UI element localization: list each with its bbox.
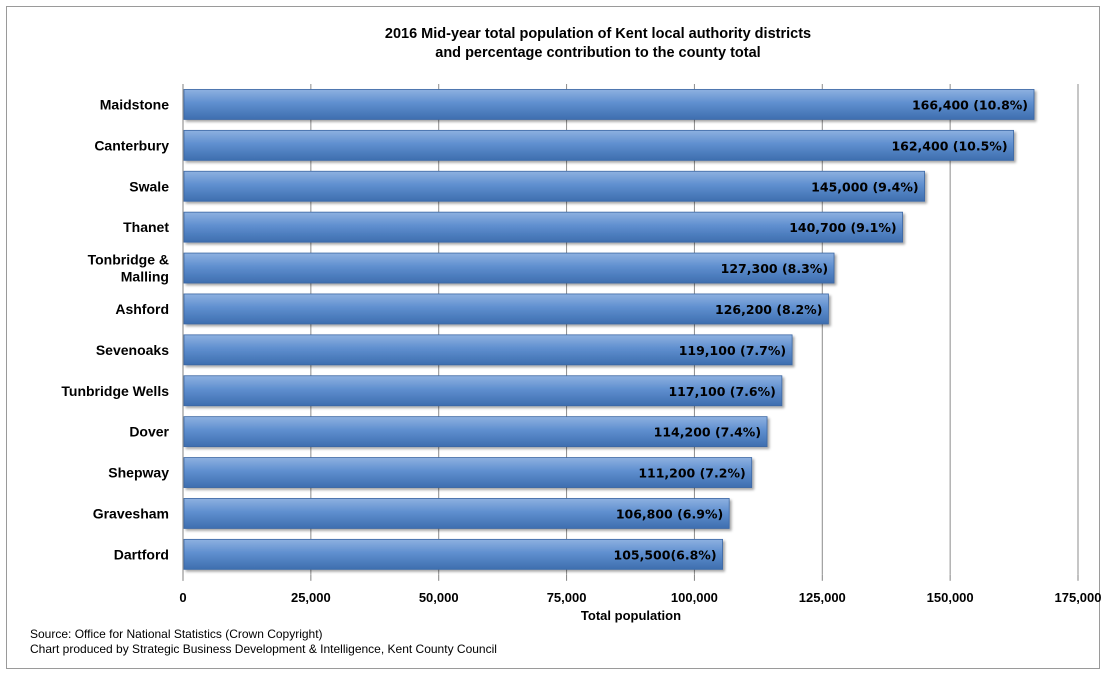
category-label: Dartford [114,546,169,562]
data-label: 105,500(6.8%) [614,547,717,562]
bar-thanet [183,211,903,243]
bar-gravesham [183,498,730,529]
bar-ashford [183,293,829,325]
category-label: Gravesham [93,505,169,521]
category-label: Ashford [115,301,169,317]
chart-title-line-1: 2016 Mid-year total population of Kent l… [385,26,811,42]
data-label: 119,100 (7.7%) [679,343,786,358]
data-label: 162,400 (10.5%) [891,138,1007,153]
chart-title-line-2: and percentage contribution to the count… [435,45,760,61]
data-label: 111,200 (7.2%) [638,466,745,481]
x-tick-label: 0 [179,590,186,605]
category-labels: Maidstone Canterbury Swale Thanet Tonbridge … [61,96,169,562]
bar-shepway [183,457,753,488]
x-tick-label: 175,000 [1055,590,1102,605]
bar-canterbury [183,129,1014,161]
x-tick-label: 150,000 [927,590,974,605]
x-axis-ticks: 0 25,000 50,000 75,000 100,000 125,000 150,000… [179,574,1102,605]
bar-dover [183,416,768,448]
category-label: Tonbridge & Malling [88,252,169,285]
x-tick-label: 75,000 [547,590,587,605]
data-label: 145,000 (9.4%) [811,179,918,194]
bar-dartford [183,538,723,570]
source-note: Source: Office for National Statistics (… [30,627,323,641]
category-label: Dover [129,424,169,440]
category-label: Canterbury [94,137,169,153]
data-label: 106,800 (6.9%) [616,506,723,521]
category-label: Sevenoaks [96,342,169,358]
data-label: 166,400 (10.8%) [912,97,1028,112]
data-label: 114,200 (7.4%) [654,425,761,440]
category-label: Shepway [108,465,169,481]
x-axis-title: Total population [581,608,681,623]
bars: 166,400 (10.8%) 162,400 (10.5%) 145,000 (9… [183,89,1035,570]
x-tick-label: 125,000 [799,590,846,605]
data-label: 126,200 (8.2%) [715,302,822,317]
data-label: 140,700 (9.1%) [789,220,896,235]
x-tick-label: 100,000 [671,590,718,605]
category-label: Maidstone [100,96,169,112]
bar-tunbridge-wells [183,375,783,407]
data-label: 127,300 (8.3%) [721,261,828,276]
credit-note: Chart produced by Strategic Business Dev… [30,642,497,656]
category-label: Tunbridge Wells [61,383,169,399]
category-label: Swale [129,178,169,194]
gridlines [182,84,1079,581]
x-tick-label: 25,000 [291,590,331,605]
bar-tonbridge-malling [183,252,835,284]
bar-sevenoaks [183,334,793,366]
bar-maidstone [183,89,1035,120]
x-tick-label: 50,000 [419,590,459,605]
bar-swale [183,170,925,202]
category-label: Thanet [123,219,169,235]
data-label: 117,100 (7.6%) [668,384,775,399]
